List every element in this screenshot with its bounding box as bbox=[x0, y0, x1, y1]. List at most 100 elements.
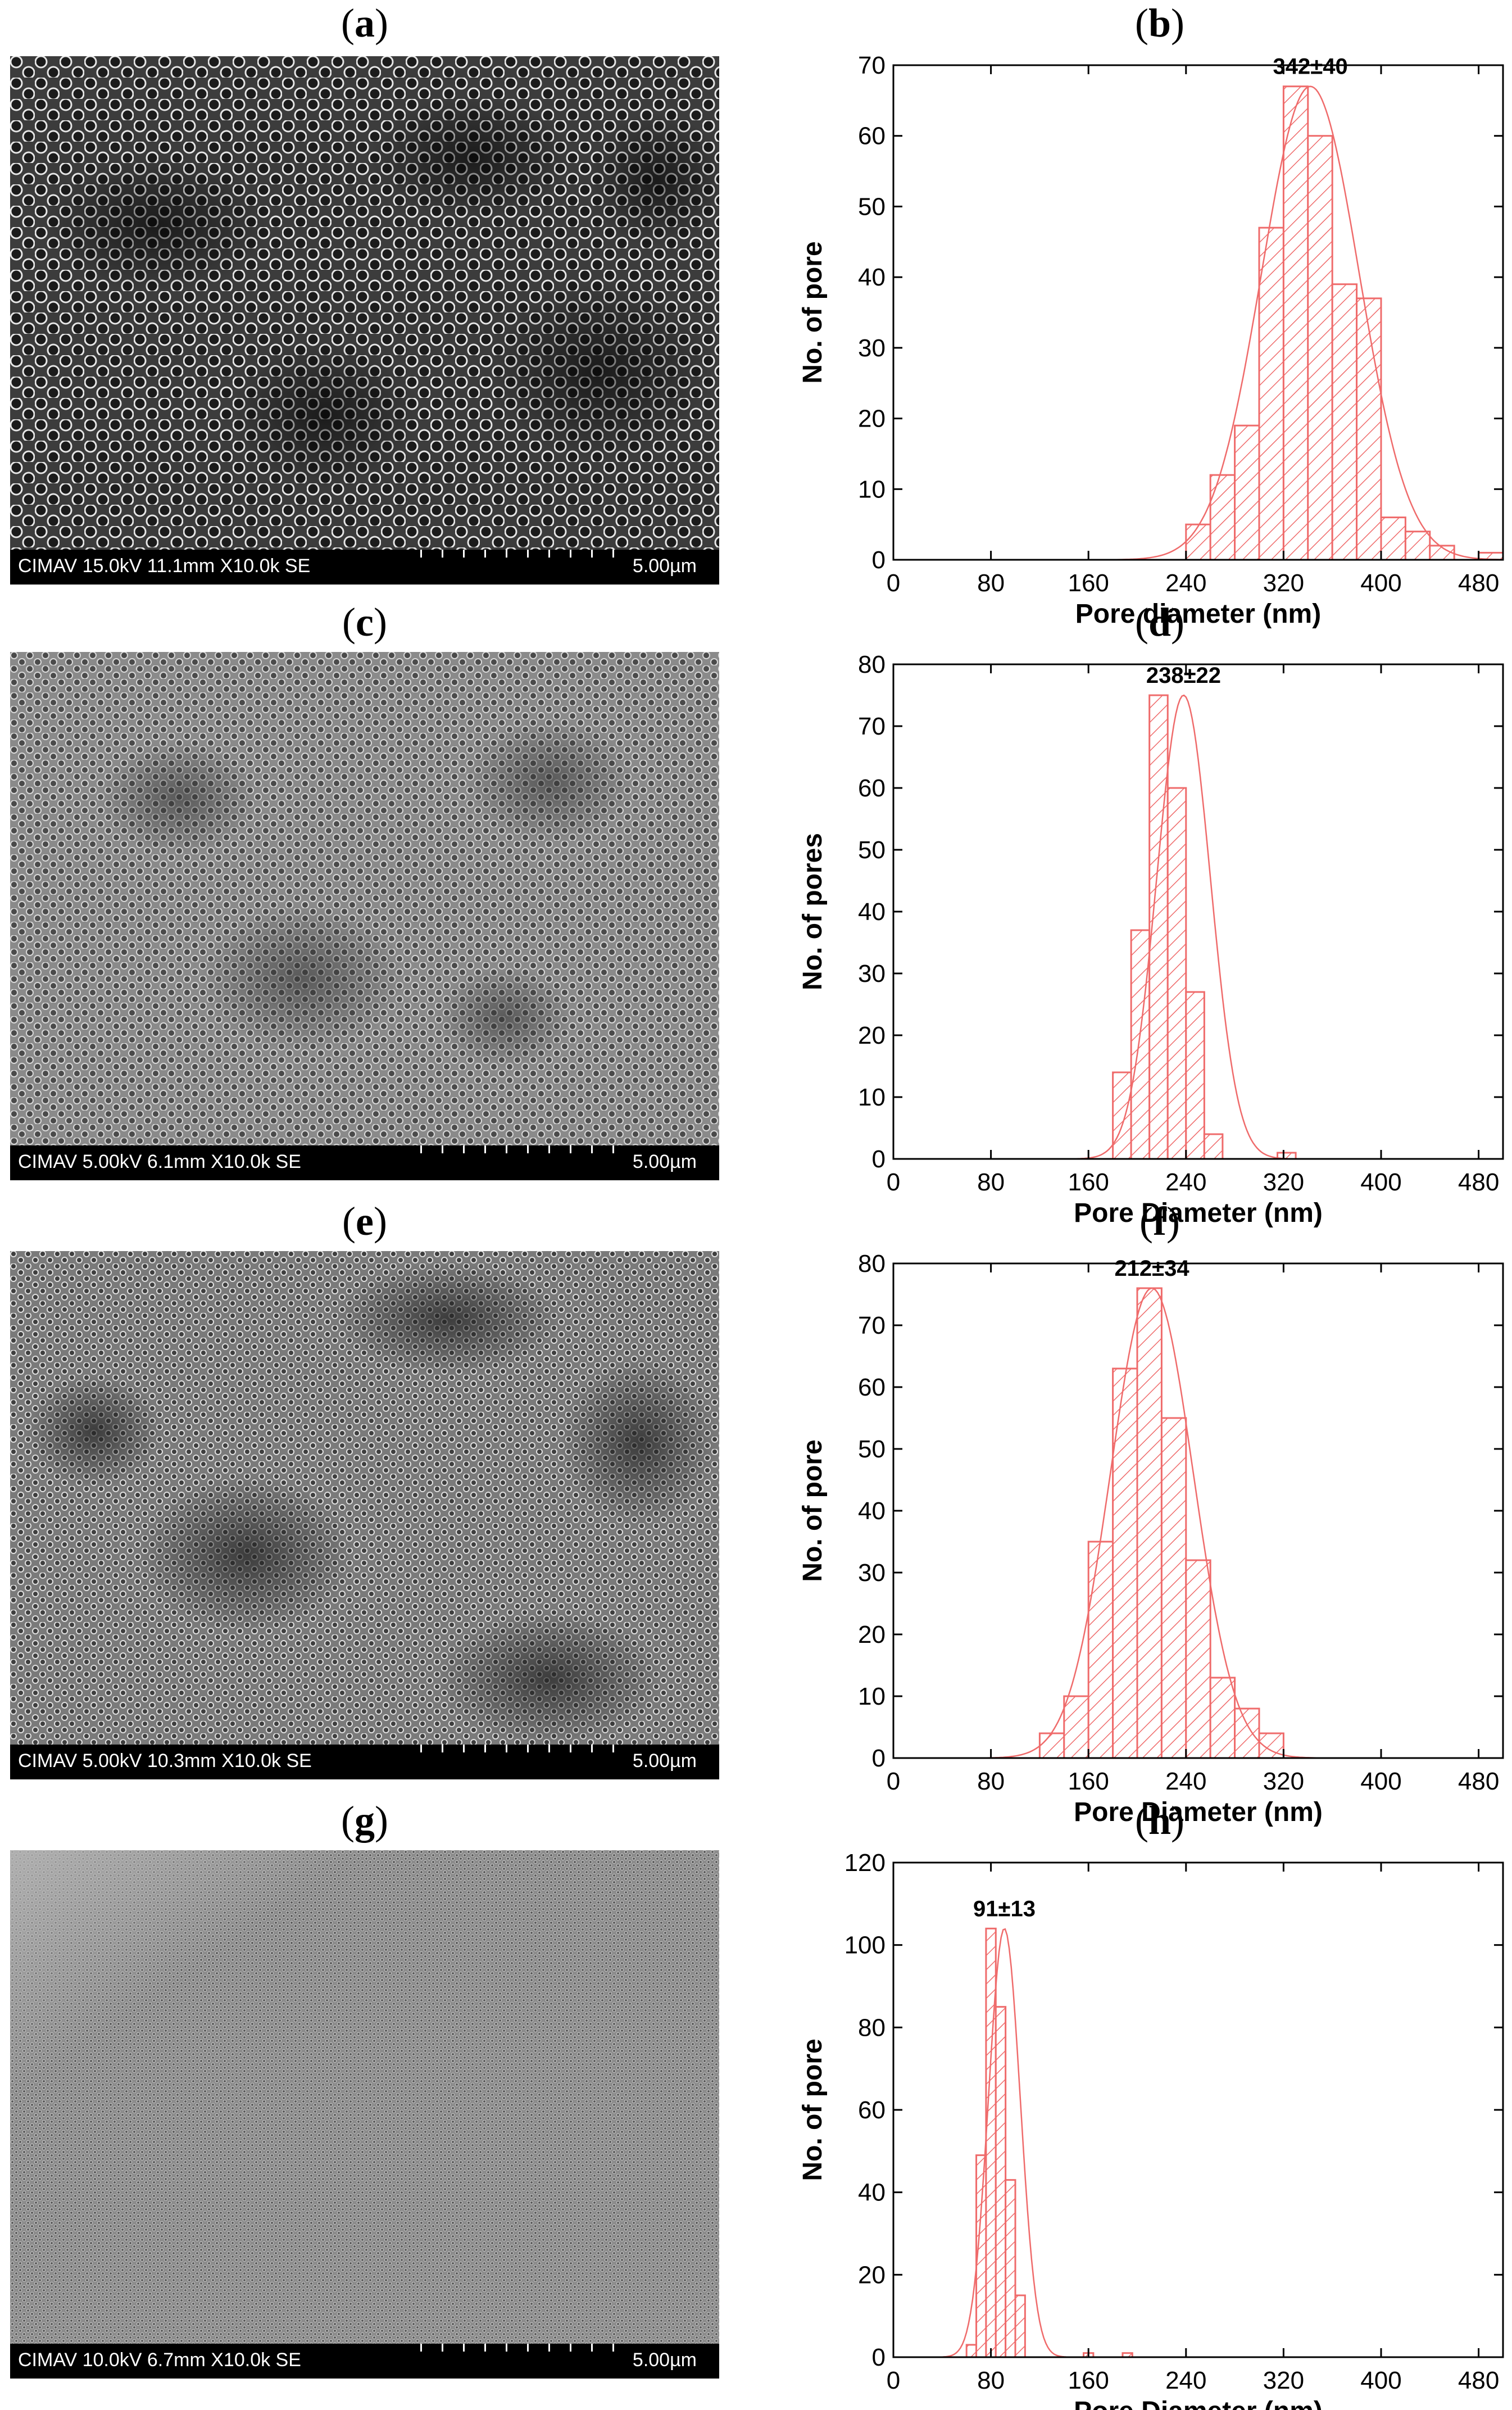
sem-scale-text: 5.00µm bbox=[632, 555, 697, 577]
y-tick-label: 60 bbox=[858, 1374, 886, 1401]
x-tick-label: 480 bbox=[1458, 569, 1499, 597]
y-tick-label: 40 bbox=[858, 2179, 886, 2207]
x-tick-label: 480 bbox=[1458, 1768, 1499, 1795]
sem-info-text: CIMAV 15.0kV 11.1mm X10.0k SE bbox=[18, 555, 311, 577]
histogram-bar bbox=[1209, 474, 1236, 561]
x-tick-label: 240 bbox=[1165, 2367, 1206, 2394]
y-tick-label: 0 bbox=[872, 546, 886, 574]
x-tick-label: 160 bbox=[1068, 569, 1109, 597]
sem-image-a: CIMAV 15.0kV 11.1mm X10.0k SE 5.00µm bbox=[10, 56, 719, 585]
histogram-bar bbox=[1234, 424, 1260, 561]
mean-sd-annotation: 238±22 bbox=[1146, 663, 1221, 688]
y-tick-label: 20 bbox=[858, 1621, 886, 1648]
x-tick-label: 320 bbox=[1263, 569, 1304, 597]
x-tick-label: 400 bbox=[1360, 1768, 1401, 1795]
histogram-bar bbox=[1356, 297, 1382, 561]
x-tick-label: 0 bbox=[887, 2367, 900, 2394]
x-tick-label: 0 bbox=[887, 1768, 900, 1795]
x-axis-label: Pore Diameter (nm) bbox=[1074, 1198, 1323, 1228]
y-tick-label: 50 bbox=[858, 1435, 886, 1463]
histogram-bar bbox=[1038, 1732, 1065, 1759]
sem-scale-text: 5.00µm bbox=[632, 1151, 697, 1172]
panel-label-d: (d) bbox=[1134, 600, 1184, 645]
x-tick-label: 80 bbox=[977, 2367, 1005, 2394]
x-tick-label: 240 bbox=[1165, 569, 1206, 597]
histogram-bar bbox=[1185, 1559, 1211, 1759]
y-tick-label: 30 bbox=[858, 1559, 886, 1587]
y-tick-label: 80 bbox=[858, 2014, 886, 2041]
y-tick-label: 50 bbox=[858, 836, 886, 864]
x-tick-label: 80 bbox=[977, 1168, 1005, 1196]
histogram-bar bbox=[985, 1927, 997, 2358]
histogram-bar bbox=[1014, 2294, 1026, 2358]
sem-info-text: CIMAV 5.00kV 10.3mm X10.0k SE bbox=[18, 1750, 312, 1772]
sem-image-e: CIMAV 5.00kV 10.3mm X10.0k SE 5.00µm bbox=[10, 1251, 719, 1779]
mean-sd-annotation: 91±13 bbox=[973, 1896, 1036, 1921]
y-tick-label: 20 bbox=[858, 405, 886, 433]
x-tick-label: 160 bbox=[1068, 2367, 1109, 2394]
histogram-bar bbox=[1185, 991, 1205, 1160]
histogram-bar bbox=[1203, 1133, 1224, 1160]
sem-info-text: CIMAV 5.00kV 6.1mm X10.0k SE bbox=[18, 1151, 301, 1172]
scale-ticks bbox=[420, 1745, 634, 1752]
y-tick-label: 30 bbox=[858, 334, 886, 362]
sem-info-bar: CIMAV 5.00kV 10.3mm X10.0k SE 5.00µm bbox=[10, 1745, 719, 1779]
x-tick-label: 80 bbox=[977, 1768, 1005, 1795]
panel-label-g: (g) bbox=[341, 1798, 388, 1843]
y-tick-label: 0 bbox=[872, 1745, 886, 1772]
sem-texture-e bbox=[10, 1251, 719, 1745]
gaussian-fit-curve bbox=[987, 1287, 1316, 1759]
histogram-bar bbox=[1258, 226, 1284, 561]
x-tick-label: 80 bbox=[977, 569, 1005, 597]
histogram-bar bbox=[1404, 531, 1431, 561]
sem-info-bar: CIMAV 5.00kV 6.1mm X10.0k SE 5.00µm bbox=[10, 1145, 719, 1180]
y-axis-label: No. of pore bbox=[798, 241, 828, 383]
histogram-bar bbox=[1136, 1287, 1163, 1759]
y-axis-label: No. of pore bbox=[798, 1439, 828, 1582]
histogram-bar bbox=[1087, 1541, 1114, 1759]
x-tick-label: 320 bbox=[1263, 1768, 1304, 1795]
sem-image-c: CIMAV 5.00kV 6.1mm X10.0k SE 5.00µm bbox=[10, 652, 719, 1180]
scale-ticks bbox=[420, 2344, 634, 2352]
y-tick-label: 40 bbox=[858, 264, 886, 291]
panel-label-c: (c) bbox=[342, 600, 387, 645]
histogram-bar bbox=[1185, 523, 1211, 561]
y-tick-label: 80 bbox=[858, 651, 886, 678]
y-tick-label: 10 bbox=[858, 1683, 886, 1710]
panel-label-b: (b) bbox=[1134, 1, 1184, 46]
histogram-d: 0 80 160 240 320 400 480 0 10 20 30 40 50 60 70 80 Pore … bbox=[798, 651, 1504, 1228]
panel-label-a: (a) bbox=[341, 1, 388, 46]
x-tick-label: 480 bbox=[1458, 1168, 1499, 1196]
y-tick-label: 20 bbox=[858, 2261, 886, 2289]
x-tick-label: 400 bbox=[1360, 2367, 1401, 2394]
sem-scale-text: 5.00µm bbox=[632, 2349, 697, 2371]
x-axis-label: Pore diameter (nm) bbox=[1075, 599, 1321, 629]
y-tick-label: 100 bbox=[844, 1932, 886, 1959]
x-tick-label: 400 bbox=[1360, 569, 1401, 597]
histogram-f: 0 80 160 240 320 400 480 0 10 20 30 40 50 60 70 80 Pore … bbox=[798, 1250, 1504, 1827]
x-axis-label: Pore Diameter (nm) bbox=[1074, 2397, 1323, 2410]
histogram-h: 0 80 160 240 320 400 480 0 20 40 60 80 100 120 Pore Di… bbox=[798, 1849, 1504, 2410]
scale-ticks bbox=[420, 1145, 634, 1153]
histogram-bar bbox=[1282, 85, 1309, 561]
sem-texture-g bbox=[10, 1850, 719, 2344]
sem-info-text: CIMAV 10.0kV 6.7mm X10.0k SE bbox=[18, 2349, 301, 2371]
x-tick-label: 0 bbox=[887, 1168, 900, 1196]
y-axis-label: No. of pore bbox=[798, 2038, 828, 2181]
sem-info-bar: CIMAV 10.0kV 6.7mm X10.0k SE 5.00µm bbox=[10, 2344, 719, 2379]
y-tick-label: 0 bbox=[872, 1145, 886, 1173]
gaussian-fit-curve bbox=[1076, 694, 1290, 1159]
x-tick-label: 480 bbox=[1458, 2367, 1499, 2394]
histogram-bar bbox=[965, 2344, 978, 2358]
y-tick-label: 120 bbox=[844, 1849, 886, 1877]
sem-info-bar: CIMAV 15.0kV 11.1mm X10.0k SE 5.00µm bbox=[10, 550, 719, 585]
y-tick-label: 30 bbox=[858, 960, 886, 987]
y-tick-label: 60 bbox=[858, 774, 886, 802]
panel-label-e: (e) bbox=[342, 1199, 387, 1244]
x-tick-label: 400 bbox=[1360, 1168, 1401, 1196]
sem-image-g: CIMAV 10.0kV 6.7mm X10.0k SE 5.00µm bbox=[10, 1850, 719, 2379]
histogram-bar bbox=[1005, 2179, 1016, 2358]
mean-sd-annotation: 212±34 bbox=[1114, 1256, 1189, 1281]
gaussian-fit-curve bbox=[1116, 85, 1504, 560]
sem-scale-text: 5.00µm bbox=[632, 1750, 697, 1772]
